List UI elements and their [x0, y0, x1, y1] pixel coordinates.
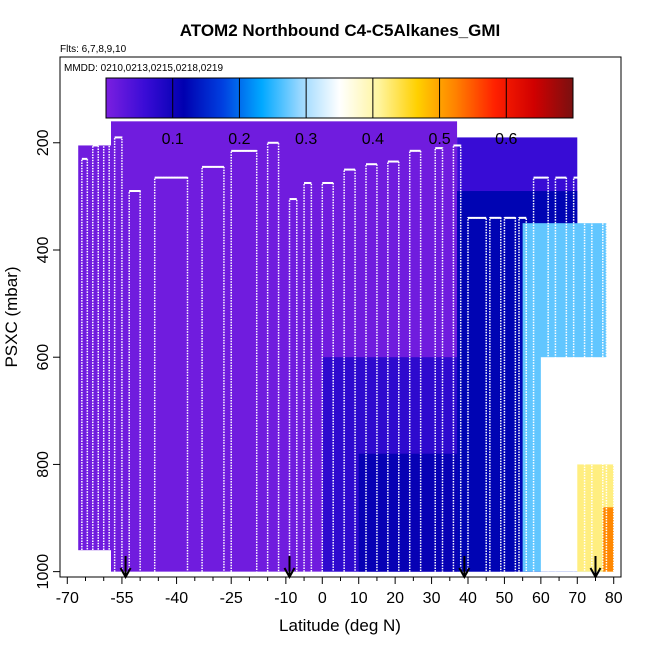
- x-tick-label: -25: [220, 590, 243, 607]
- x-tick-label: 40: [459, 590, 477, 607]
- x-tick-label: 50: [496, 590, 514, 607]
- flight-profile: [365, 163, 378, 572]
- x-tick-label: 70: [568, 590, 586, 607]
- x-tick-label: -70: [56, 590, 79, 607]
- flight-profile: [81, 158, 89, 572]
- heatmap-cell: [358, 453, 458, 572]
- flight-arrow-head: [283, 567, 296, 580]
- flights-label: Flts: 6,7,8,9,10: [60, 44, 127, 55]
- y-tick-label: 400: [35, 237, 52, 264]
- flight-profile: [230, 150, 258, 572]
- colorbar-tick-label: 0.1: [162, 131, 184, 148]
- y-tick-label: 800: [35, 451, 52, 478]
- flight-profile: [73, 163, 78, 572]
- heatmap-cell: [602, 507, 614, 572]
- x-tick-label: -40: [165, 590, 188, 607]
- x-tick-label: 80: [605, 590, 623, 607]
- x-tick-label: 20: [386, 590, 404, 607]
- x-tick-label: -10: [274, 590, 297, 607]
- colorbar-tick-label: 0.3: [295, 131, 317, 148]
- flight-arrow-head: [458, 567, 471, 580]
- x-axis-label: Latitude (deg N): [279, 616, 401, 635]
- dates-label: MMDD: 0210,0213,0215,0218,0219: [64, 63, 223, 74]
- x-tick-label: 0: [318, 590, 327, 607]
- x-axis: -70 -55 -40 -25 -10 0 10 20 30 40 50 60 70 80: [56, 577, 623, 607]
- flight-profile: [266, 142, 280, 572]
- colorbar-tick-label: 0.5: [428, 131, 450, 148]
- x-tick-label: 60: [532, 590, 550, 607]
- flight-profile: [343, 168, 356, 572]
- flight-profile: [128, 190, 141, 572]
- chart-title: ATOM2 Northbound C4-C5Alkanes_GMI: [180, 21, 501, 40]
- y-tick-label: 600: [35, 344, 52, 371]
- colorbar-tick-label: 0.2: [228, 131, 250, 148]
- flight-arrows: [119, 556, 602, 580]
- colorbar-tick-label: 0.6: [495, 131, 517, 148]
- heatmap-cell: [78, 145, 111, 551]
- colorbar: [105, 77, 574, 119]
- y-tick-label: 200: [35, 129, 52, 156]
- x-tick-label: -55: [110, 590, 133, 607]
- y-tick-label: 1000: [35, 554, 52, 590]
- flight-arrow-head: [119, 567, 132, 580]
- colorbar-ticks: 0.1 0.2 0.3 0.4 0.5 0.6: [162, 78, 518, 148]
- x-tick-label: 30: [423, 590, 441, 607]
- flight-arrow-head: [589, 567, 602, 580]
- flight-profile: [532, 176, 549, 572]
- y-axis: 200 400 600 800 1000: [35, 129, 60, 589]
- colorbar-tick-label: 0.4: [362, 131, 384, 148]
- y-axis-label: PSXC (mbar): [2, 266, 21, 367]
- flight-profiles: [73, 136, 615, 572]
- plot-area: [73, 121, 615, 572]
- x-tick-label: 10: [350, 590, 368, 607]
